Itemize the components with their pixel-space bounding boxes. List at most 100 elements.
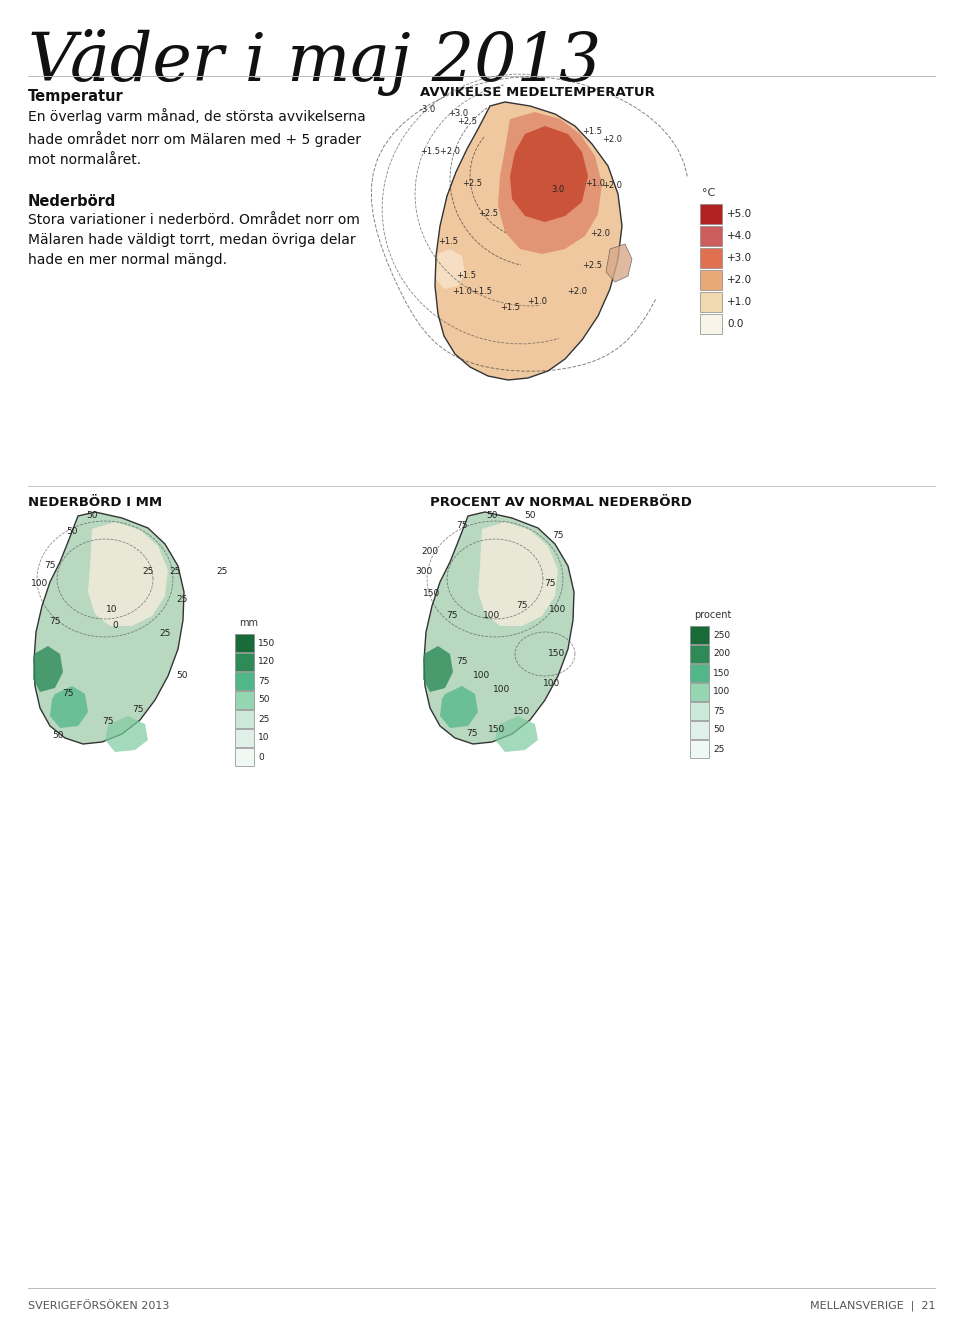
Text: +1.5+2.0: +1.5+2.0 xyxy=(420,148,460,156)
Text: +4.0: +4.0 xyxy=(727,231,752,241)
Text: +1.0: +1.0 xyxy=(527,297,547,307)
Polygon shape xyxy=(478,522,558,626)
Text: +2.0: +2.0 xyxy=(602,135,622,144)
Text: Temperatur: Temperatur xyxy=(28,89,124,104)
Text: 150: 150 xyxy=(423,590,441,599)
Text: 75: 75 xyxy=(467,730,478,739)
Text: 150: 150 xyxy=(514,707,531,716)
Text: MELLANSVERIGE  |  21: MELLANSVERIGE | 21 xyxy=(809,1301,935,1311)
Bar xyxy=(690,664,709,682)
Text: +2.5: +2.5 xyxy=(462,180,482,188)
Text: 50: 50 xyxy=(86,511,98,520)
Polygon shape xyxy=(34,512,184,744)
Bar xyxy=(235,672,254,690)
Bar xyxy=(690,740,709,758)
Text: 75: 75 xyxy=(516,602,528,611)
Text: 75: 75 xyxy=(44,562,56,571)
Polygon shape xyxy=(424,512,574,744)
Text: 0: 0 xyxy=(258,752,264,762)
Text: +2.5: +2.5 xyxy=(457,117,477,127)
Text: 75: 75 xyxy=(456,522,468,531)
Text: 75: 75 xyxy=(132,704,144,714)
Text: +1.5: +1.5 xyxy=(456,272,476,280)
Polygon shape xyxy=(50,686,88,728)
Text: 75: 75 xyxy=(103,718,113,727)
Text: 100: 100 xyxy=(493,684,511,694)
Text: procent: procent xyxy=(694,610,732,620)
Text: 250: 250 xyxy=(713,631,731,639)
Text: 75: 75 xyxy=(713,707,725,715)
Bar xyxy=(690,702,709,720)
Text: Väder i maj 2013: Väder i maj 2013 xyxy=(28,29,601,96)
Bar xyxy=(700,225,722,245)
Bar xyxy=(700,292,722,312)
Polygon shape xyxy=(423,646,453,692)
Text: 25: 25 xyxy=(177,595,188,603)
Text: 25: 25 xyxy=(258,715,270,723)
Text: 50: 50 xyxy=(524,511,536,520)
Text: Nederbörd: Nederbörd xyxy=(28,193,116,209)
Text: 50: 50 xyxy=(177,671,188,680)
Text: 0.0: 0.0 xyxy=(727,319,743,329)
Text: +2.0: +2.0 xyxy=(567,288,587,296)
Text: +1.5: +1.5 xyxy=(582,128,602,136)
Text: 200: 200 xyxy=(421,547,439,556)
Text: 25: 25 xyxy=(169,567,180,576)
Text: 25: 25 xyxy=(713,744,725,754)
Bar xyxy=(690,720,709,739)
Text: 150: 150 xyxy=(548,650,565,659)
Text: 0: 0 xyxy=(112,622,118,631)
Bar xyxy=(690,646,709,663)
Text: +3.0: +3.0 xyxy=(448,109,468,119)
Text: 150: 150 xyxy=(489,724,506,734)
Text: 150: 150 xyxy=(713,668,731,678)
Text: Stora variationer i nederbörd. Området norr om
Mälaren hade väldigt torrt, medan: Stora variationer i nederbörd. Området n… xyxy=(28,213,360,267)
Text: 75: 75 xyxy=(62,690,74,699)
Bar xyxy=(700,313,722,334)
Polygon shape xyxy=(436,249,465,289)
Text: 50: 50 xyxy=(713,726,725,735)
Text: NEDERBÖRD I MM: NEDERBÖRD I MM xyxy=(28,496,162,510)
Text: PROCENT AV NORMAL NEDERBÖRD: PROCENT AV NORMAL NEDERBÖRD xyxy=(430,496,692,510)
Bar xyxy=(235,748,254,766)
Text: 75: 75 xyxy=(446,611,458,620)
Text: +1.0: +1.0 xyxy=(585,180,605,188)
Bar xyxy=(235,654,254,671)
Text: 75: 75 xyxy=(258,676,270,686)
Text: AVVIKELSE MEDELTEMPERATUR: AVVIKELSE MEDELTEMPERATUR xyxy=(420,85,655,99)
Text: 25: 25 xyxy=(216,567,228,576)
Text: 75: 75 xyxy=(544,579,556,588)
Polygon shape xyxy=(88,522,168,626)
Polygon shape xyxy=(606,244,632,281)
Text: SVERIGEFÖRSÖKEN 2013: SVERIGEFÖRSÖKEN 2013 xyxy=(28,1301,169,1311)
Text: +2.0: +2.0 xyxy=(727,275,752,285)
Bar xyxy=(235,634,254,652)
Text: mm: mm xyxy=(239,618,258,628)
Text: 100: 100 xyxy=(713,687,731,696)
Bar xyxy=(700,248,722,268)
Bar xyxy=(235,728,254,747)
Text: +2.0: +2.0 xyxy=(590,229,610,239)
Text: 100: 100 xyxy=(484,611,500,620)
Text: +1.0+1.5: +1.0+1.5 xyxy=(452,288,492,296)
Text: 100: 100 xyxy=(473,671,491,680)
Text: +5.0: +5.0 xyxy=(727,209,752,219)
Text: 75: 75 xyxy=(456,658,468,667)
Text: 3.0: 3.0 xyxy=(551,184,564,193)
Bar xyxy=(700,204,722,224)
Text: 75: 75 xyxy=(552,531,564,540)
Text: 50: 50 xyxy=(258,695,270,704)
Text: 10: 10 xyxy=(258,734,270,743)
Polygon shape xyxy=(440,686,478,728)
Text: 200: 200 xyxy=(713,650,731,659)
Text: °C: °C xyxy=(702,188,715,197)
Text: +1.0: +1.0 xyxy=(727,297,752,307)
Text: En överlag varm månad, de största avvikelserna
hade området norr om Mälaren med : En överlag varm månad, de största avvike… xyxy=(28,108,366,167)
Text: +2.5: +2.5 xyxy=(478,209,498,219)
Text: 50: 50 xyxy=(487,511,497,520)
Text: 25: 25 xyxy=(142,567,154,576)
Bar xyxy=(690,683,709,700)
Text: 25: 25 xyxy=(159,630,171,639)
Text: +2.5: +2.5 xyxy=(582,261,602,271)
Text: 100: 100 xyxy=(32,579,49,588)
